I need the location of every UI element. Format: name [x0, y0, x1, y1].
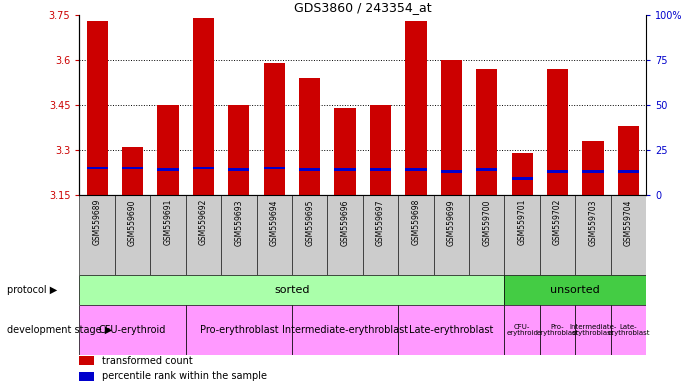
Bar	[115, 195, 150, 275]
Text: CFU-erythroid: CFU-erythroid	[99, 325, 167, 335]
Bar	[476, 169, 498, 171]
Bar	[583, 141, 603, 195]
Bar	[583, 170, 603, 173]
Bar	[511, 177, 533, 180]
Bar	[263, 167, 285, 169]
Text: GSM559697: GSM559697	[376, 199, 385, 245]
Bar	[221, 195, 256, 275]
Text: GSM559703: GSM559703	[589, 199, 598, 245]
Bar	[575, 195, 611, 275]
Text: GSM559699: GSM559699	[447, 199, 456, 245]
Text: development stage ▶: development stage ▶	[7, 325, 112, 335]
Text: sorted: sorted	[274, 285, 310, 295]
Bar	[504, 195, 540, 275]
Bar	[511, 153, 533, 195]
Text: percentile rank within the sample: percentile rank within the sample	[102, 371, 267, 381]
Bar	[151, 195, 186, 275]
Bar	[504, 275, 646, 305]
Bar	[292, 195, 328, 275]
Bar	[228, 105, 249, 195]
Bar	[299, 169, 320, 171]
Bar	[540, 195, 575, 275]
Bar	[228, 169, 249, 171]
Bar	[334, 108, 356, 195]
Text: transformed count: transformed count	[102, 356, 193, 366]
Text: unsorted: unsorted	[551, 285, 600, 295]
Bar	[611, 195, 646, 275]
Bar	[469, 195, 504, 275]
Bar	[79, 305, 186, 355]
Bar	[547, 170, 568, 173]
Text: Pro-
erythroblast: Pro- erythroblast	[536, 324, 579, 336]
Bar	[405, 169, 426, 171]
Bar	[611, 305, 646, 355]
Text: GSM559700: GSM559700	[482, 199, 491, 245]
Bar	[618, 170, 639, 173]
Text: GSM559693: GSM559693	[234, 199, 243, 245]
Bar	[122, 147, 143, 195]
Bar	[263, 63, 285, 195]
Bar	[292, 305, 398, 355]
Bar	[370, 169, 391, 171]
Bar	[334, 169, 356, 171]
Text: Intermediate-erythroblast: Intermediate-erythroblast	[282, 325, 408, 335]
Bar	[476, 69, 498, 195]
Text: CFU-
erythroid: CFU- erythroid	[507, 324, 538, 336]
Bar	[363, 195, 398, 275]
Bar	[299, 78, 320, 195]
Bar	[79, 195, 115, 275]
Bar	[193, 18, 214, 195]
Bar	[86, 167, 108, 169]
Text: GSM559696: GSM559696	[341, 199, 350, 245]
Bar	[158, 105, 178, 195]
Bar	[405, 21, 426, 195]
Bar	[575, 305, 611, 355]
Text: Intermediate-
erythroblast: Intermediate- erythroblast	[569, 324, 616, 336]
Text: GSM559690: GSM559690	[128, 199, 137, 245]
Text: GSM559692: GSM559692	[199, 199, 208, 245]
Bar	[122, 167, 143, 169]
Text: GSM559691: GSM559691	[164, 199, 173, 245]
Text: Pro-erythroblast: Pro-erythroblast	[200, 325, 278, 335]
Text: GSM559695: GSM559695	[305, 199, 314, 245]
Text: GSM559701: GSM559701	[518, 199, 527, 245]
Bar	[79, 356, 94, 364]
Bar	[434, 195, 469, 275]
Bar	[79, 372, 94, 381]
Bar	[79, 275, 504, 305]
Bar	[618, 126, 639, 195]
Bar	[158, 169, 178, 171]
Text: GSM559698: GSM559698	[411, 199, 420, 245]
Bar	[193, 167, 214, 169]
Text: GSM559702: GSM559702	[553, 199, 562, 245]
Text: GSM559694: GSM559694	[269, 199, 278, 245]
Bar	[441, 170, 462, 173]
Bar	[86, 21, 108, 195]
Text: GSM559689: GSM559689	[93, 199, 102, 245]
Bar	[256, 195, 292, 275]
Bar	[398, 305, 504, 355]
Title: GDS3860 / 243354_at: GDS3860 / 243354_at	[294, 1, 432, 14]
Bar	[328, 195, 363, 275]
Text: Late-erythroblast: Late-erythroblast	[409, 325, 493, 335]
Bar	[186, 305, 292, 355]
Text: GSM559704: GSM559704	[624, 199, 633, 245]
Bar	[504, 305, 540, 355]
Bar	[441, 60, 462, 195]
Text: protocol ▶: protocol ▶	[7, 285, 57, 295]
Bar	[398, 195, 434, 275]
Bar	[370, 105, 391, 195]
Text: Late-
erythroblast: Late- erythroblast	[607, 324, 650, 336]
Bar	[547, 69, 568, 195]
Bar	[540, 305, 575, 355]
Bar	[186, 195, 221, 275]
